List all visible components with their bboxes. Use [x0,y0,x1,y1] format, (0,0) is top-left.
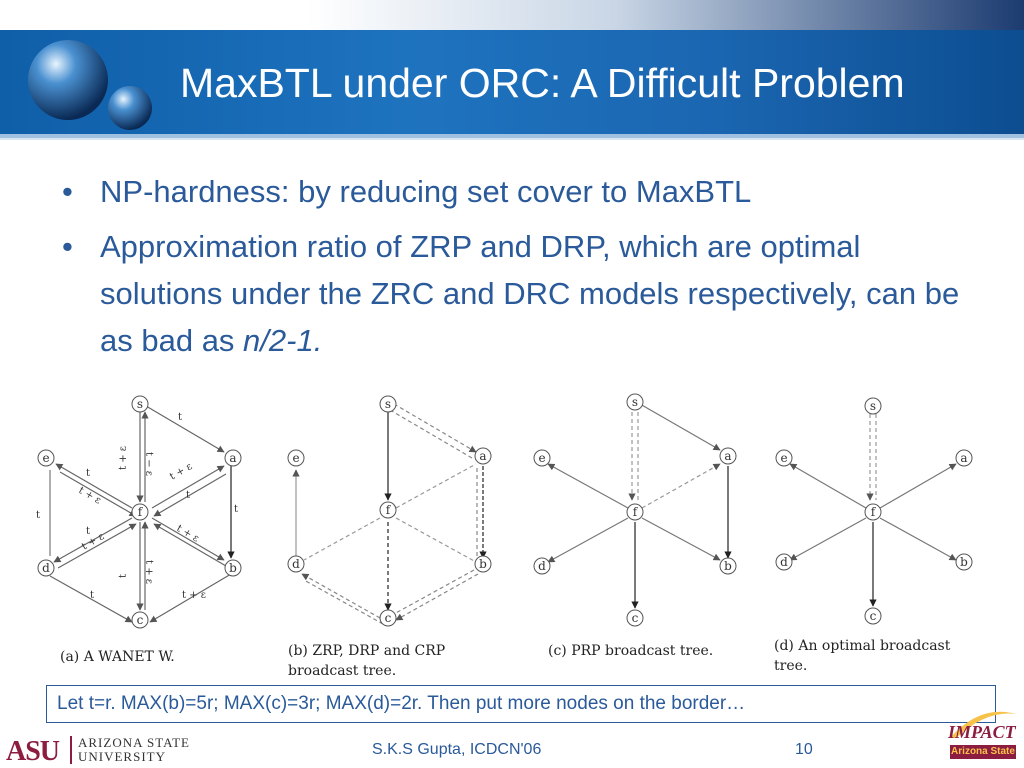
node-labels-b: s a b c d e f [292,397,487,625]
svg-text:s: s [632,395,638,409]
top-gradient-bar [0,0,1024,30]
svg-text:f: f [633,505,639,519]
nodes-d [775,397,973,625]
caption-a: (a) A WANET W. [60,649,175,665]
caption-b: broadcast tree. [288,663,396,679]
nodes-a [37,395,242,629]
svg-text:c: c [385,611,392,625]
note-box: Let t=r. MAX(b)=5r; MAX(c)=3r; MAX(d)=2r… [46,685,996,723]
svg-text:f: f [871,505,877,519]
edge-label: t [36,510,40,521]
svg-text:e: e [292,451,299,465]
svg-text:s: s [385,397,391,411]
svg-text:a: a [479,449,486,463]
node-labels-a: s a b c d e f [42,397,237,627]
edge-label: t [86,468,90,479]
asu-logo: ASU ARIZONA STATE UNIVERSITY [6,734,206,768]
asu-mark: ASU [6,736,60,767]
slide-title: MaxBTL under ORC: A Difficult Problem [180,60,905,106]
svg-text:s: s [870,399,876,413]
caption-d: tree. [774,658,807,674]
svg-text:a: a [960,451,967,465]
edge-label: t + ε [143,560,154,584]
panel-a [49,405,235,623]
svg-text:d: d [292,557,300,571]
impact-logo: IMPACT Arizona State [930,708,1020,764]
edge-label: t [178,412,182,423]
svg-text:b: b [229,561,237,575]
node-labels-c: s a b c d e f [538,395,732,625]
edge-label: t [234,504,238,515]
edge-label: t [118,574,129,578]
edge-label: t [86,526,90,537]
bullet-item: • Approximation ratio of ZRP and DRP, wh… [62,223,982,364]
svg-text:c: c [632,611,639,625]
impact-subtitle: Arizona State [950,745,1016,759]
panel-c [547,403,732,609]
svg-text:e: e [780,451,787,465]
edge-label: t + ε [175,523,201,544]
asu-name: ARIZONA STATE UNIVERSITY [78,736,190,764]
svg-text:a: a [229,451,236,465]
svg-text:c: c [870,609,877,623]
edge-label: t − ε [143,452,154,476]
header-divider [0,134,1024,138]
bullet-text: Approximation ratio of ZRP and DRP, whic… [100,229,960,358]
asu-name-line1: ARIZONA STATE [78,735,190,750]
impact-swoosh-icon [950,711,1016,738]
bullet-text: NP-hardness: by reducing set cover to Ma… [100,174,752,209]
footer-author: S.K.S Gupta, ICDCN'06 [372,741,542,758]
edge-label: t [90,590,94,601]
svg-text:d: d [780,555,788,569]
caption-d: (d) An optimal broadcast [774,638,951,654]
caption-c: (c) PRP broadcast tree. [548,643,713,659]
svg-text:d: d [42,561,50,575]
svg-text:e: e [42,451,49,465]
page-number: 10 [795,741,813,758]
svg-text:c: c [137,613,144,627]
panel-d [789,414,957,607]
nodes-c [533,393,737,627]
nodes-b [287,395,492,627]
title-bar [0,30,1024,134]
svg-text:b: b [960,555,968,569]
caption-b: (b) ZRP, DRP and CRP [288,643,445,659]
edge-label: t + ε [80,531,106,552]
svg-text:a: a [724,449,731,463]
bullet-item: • NP-hardness: by reducing set cover to … [62,168,982,215]
svg-text:b: b [724,559,732,573]
edge-label: t [186,490,190,501]
header-divider-light [0,138,1024,140]
globe-logo-icon [28,40,152,130]
svg-text:e: e [538,451,545,465]
svg-text:f: f [386,503,392,517]
edge-label: t + ε [118,446,129,470]
bullet-marker: • [62,174,73,209]
bullet-list: • NP-hardness: by reducing set cover to … [62,168,982,372]
asu-divider [70,736,72,764]
bullet-emphasis: n/2-1. [243,323,323,358]
edge-label: t + ε [182,590,206,601]
svg-text:s: s [137,397,143,411]
impact-word: IMPACT [948,722,1016,742]
edge-label: t + ε [168,461,194,482]
bullet-marker: • [62,229,73,264]
svg-text:f: f [138,505,144,519]
broadcast-tree-figure: t t − ε t + ε t t + ε t + ε t t + ε t t … [36,393,973,679]
svg-text:b: b [479,557,487,571]
node-labels-d: s a b c d e f [780,399,968,623]
svg-text:d: d [538,559,546,573]
asu-name-line2: UNIVERSITY [78,749,166,764]
panel-b [292,403,487,625]
